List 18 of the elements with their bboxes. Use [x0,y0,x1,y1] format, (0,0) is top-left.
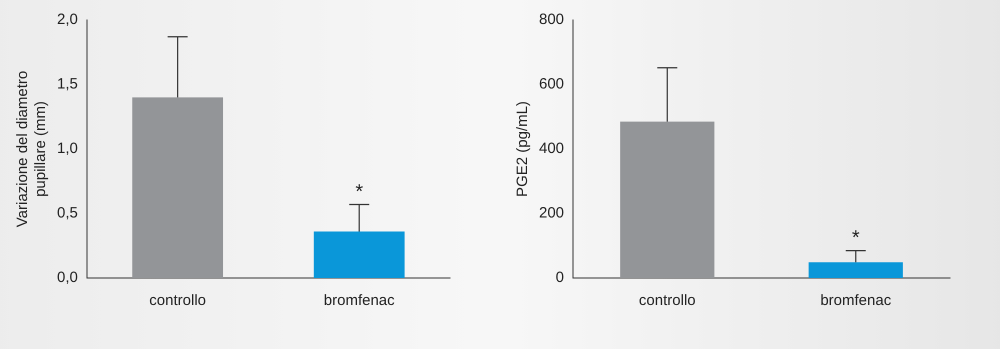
y-tick-label: 200 [538,204,564,222]
y-tick-label: 1,5 [56,76,78,93]
x-tick-label: bromfenac [324,292,396,310]
x-tick-label: controllo [149,292,206,310]
y-tick-label: 800 [538,11,564,28]
y-tick-label: 0,5 [56,204,78,222]
y-tick-label: 1,0 [56,140,78,158]
annotation: * [355,180,364,203]
y-tick-label: 2,0 [56,11,78,28]
y-tick-label: 0,0 [56,269,78,286]
y-tick-label: 0 [556,269,564,286]
x-tick-label: controllo [638,292,696,310]
annotation: * [852,227,860,250]
y-tick-label: 600 [538,76,564,93]
y-axis-title: Variazione del diametro pupillare (mm) [14,70,50,228]
y-axis-title: PGE2 (pg/mL) [514,101,532,197]
y-tick-label: 400 [538,140,564,158]
x-tick-label: bromfenac [820,292,892,310]
